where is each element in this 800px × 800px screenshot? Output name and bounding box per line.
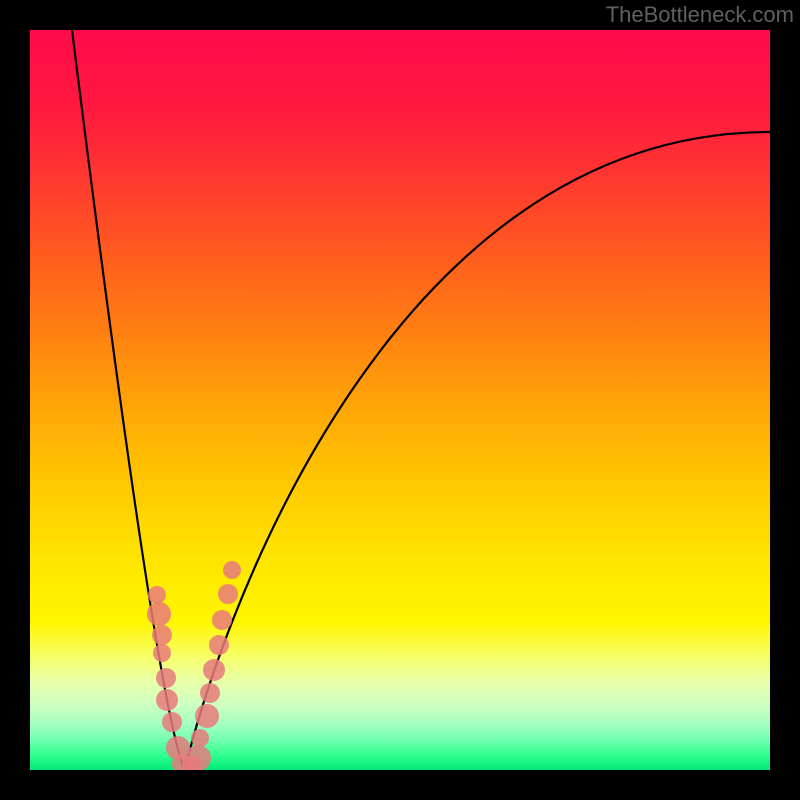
data-marker xyxy=(203,659,225,681)
data-marker xyxy=(200,683,220,703)
data-marker xyxy=(191,729,209,747)
data-marker xyxy=(185,745,211,771)
data-marker xyxy=(162,712,182,732)
data-marker xyxy=(156,668,176,688)
data-marker xyxy=(156,689,178,711)
data-marker xyxy=(152,625,172,645)
data-marker xyxy=(218,584,238,604)
gradient-plot-area xyxy=(30,30,770,770)
data-marker xyxy=(209,635,229,655)
bottleneck-chart xyxy=(0,0,800,800)
data-marker xyxy=(148,586,166,604)
data-marker xyxy=(223,561,241,579)
data-marker xyxy=(195,704,219,728)
data-marker xyxy=(212,610,232,630)
data-marker xyxy=(153,644,171,662)
watermark-text: TheBottleneck.com xyxy=(606,2,794,28)
data-marker xyxy=(147,602,171,626)
